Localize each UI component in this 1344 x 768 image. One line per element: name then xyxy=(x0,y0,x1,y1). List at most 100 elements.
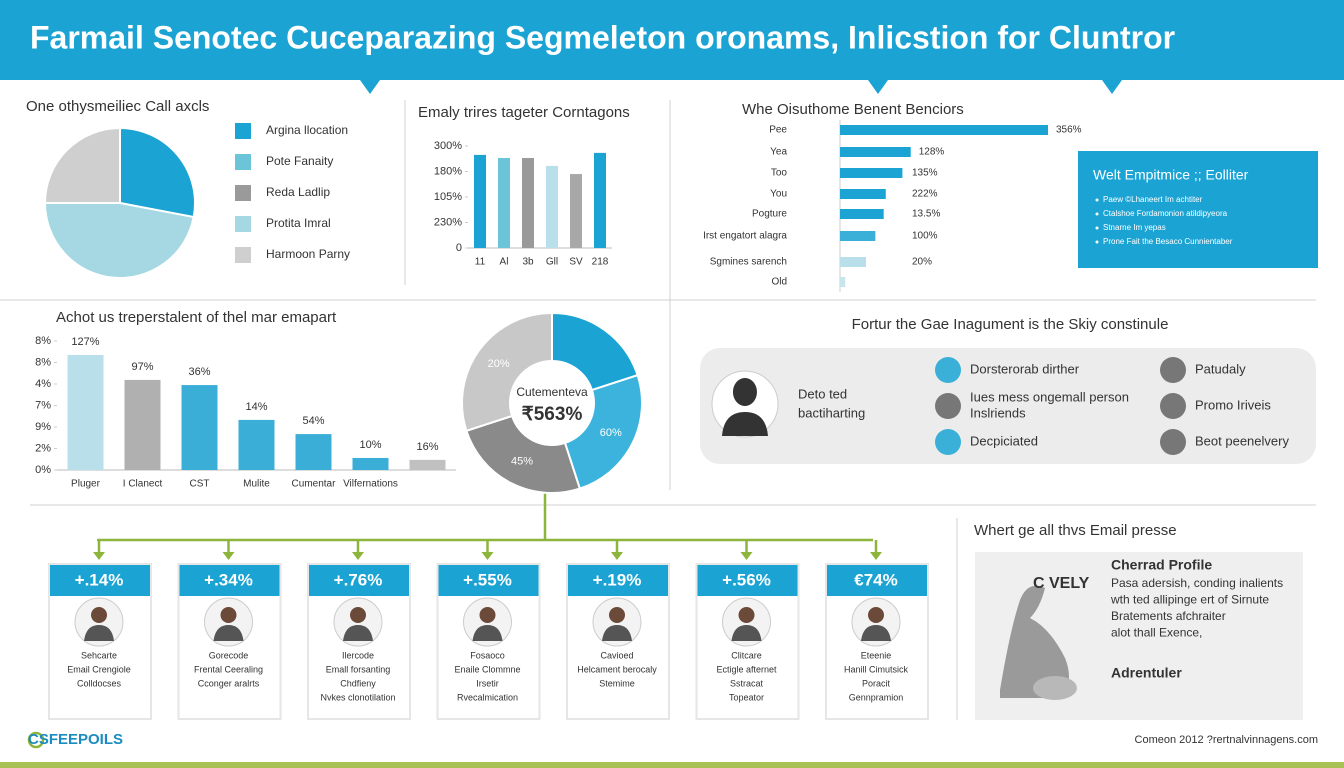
photo-body xyxy=(213,625,244,641)
card-line: Clitcare xyxy=(731,650,762,660)
arrow xyxy=(352,552,364,560)
bar xyxy=(840,125,1048,135)
photo-head xyxy=(738,607,755,623)
profile-logo: C VELY xyxy=(1033,575,1090,592)
x-tick-label: Pluger xyxy=(71,479,101,490)
x-tick-label: Mulite xyxy=(243,479,270,490)
bar xyxy=(498,157,510,248)
photo-body xyxy=(731,625,762,641)
bar-label: 10% xyxy=(359,439,381,451)
legend-label: Pote Fanaity xyxy=(266,154,333,168)
profile-heading: Whert ge all thvs Email presse xyxy=(974,522,1177,539)
slice xyxy=(43,202,195,279)
bar xyxy=(840,189,886,199)
bar xyxy=(546,165,558,248)
center-label: Cutementeva xyxy=(516,385,588,399)
card-value: +.14% xyxy=(75,570,124,589)
card-line: Frental Ceeraling xyxy=(194,664,263,674)
legend-label: Argina llocation xyxy=(266,123,348,137)
profile-body: Bratements afchraiter xyxy=(1111,609,1226,623)
bar xyxy=(181,385,218,470)
photo-body xyxy=(84,625,114,641)
legend-label: Protita Imral xyxy=(266,216,331,230)
y-tick-label: Sgmines sarench xyxy=(710,257,787,268)
profile-body: wth ted allipinge ert of Sirnute xyxy=(1110,593,1269,607)
slice xyxy=(461,311,553,433)
y-tick-label: 9% xyxy=(35,421,51,433)
photo-body xyxy=(343,625,373,641)
card-line: Gorecode xyxy=(209,650,249,660)
avatar xyxy=(722,378,768,436)
y-tick-label: Too xyxy=(771,168,788,179)
side-box-item: Prone Fait the Besaco Cunnientaber xyxy=(1103,237,1233,246)
bar-label: 36% xyxy=(188,366,210,378)
slice-label: 20% xyxy=(488,358,510,370)
card-value: +.56% xyxy=(722,570,771,589)
y-tick-label: 2% xyxy=(35,442,51,454)
footer-logo: CSFEEPOILS xyxy=(28,731,123,748)
side-box-item: Paew ©Lhaneert Im achtiter xyxy=(1103,195,1203,204)
side-box-item: Ctalshoe Fordamonion atildipyeora xyxy=(1103,209,1228,218)
legend-swatch xyxy=(235,216,251,232)
persona-line: Deto ted xyxy=(798,386,847,401)
arrow xyxy=(222,552,235,560)
header-title: Farmail Senotec Cuceparazing Segmeleton … xyxy=(30,19,1175,55)
bar xyxy=(67,354,104,470)
y-tick-label: 4% xyxy=(35,378,51,390)
arrow xyxy=(93,552,105,560)
x-tick-label: Gll xyxy=(546,257,558,268)
legend-label: Reda Ladlip xyxy=(266,185,330,199)
photo-body xyxy=(472,625,503,641)
y-tick-label: Pogture xyxy=(752,209,787,220)
bar-label: 54% xyxy=(302,415,324,427)
arrow xyxy=(870,552,882,560)
profile-body: Pasa adersish, conding inalients xyxy=(1111,576,1283,590)
trait-dot xyxy=(1160,393,1186,419)
bar xyxy=(840,168,903,178)
card-line: Gennpramion xyxy=(849,692,904,702)
persona-line: bactiharting xyxy=(798,405,865,420)
trait-dot xyxy=(935,393,961,419)
trait-dot xyxy=(935,357,961,383)
trait-label: Beot peenelvery xyxy=(1195,433,1289,448)
slice-label: 45% xyxy=(511,456,533,468)
x-tick-label: Cumentar xyxy=(292,479,337,490)
chart-title: Whe Oisuthome Benent Benciors xyxy=(742,101,964,118)
footer-credit: Comeon 2012 ?rertnalvinnagens.com xyxy=(1135,734,1318,746)
bar-label: 356% xyxy=(1056,125,1082,136)
legend-swatch xyxy=(235,123,251,139)
trait-label: Patudaly xyxy=(1195,361,1246,376)
bullet xyxy=(1095,212,1099,216)
card-line: Hanill Cimutsick xyxy=(844,664,909,674)
card-header xyxy=(697,565,798,596)
card-line: Enaile Clommne xyxy=(454,664,520,674)
card-header xyxy=(179,565,280,596)
trait-label: Dorsterorab dirther xyxy=(970,361,1080,376)
photo-head xyxy=(868,607,884,623)
trait-dot xyxy=(1160,429,1186,455)
bar xyxy=(570,174,582,248)
card-line: Sehcarte xyxy=(81,650,117,660)
x-tick-label: 218 xyxy=(592,257,609,268)
bar-label: 97% xyxy=(131,361,153,373)
persona-panel xyxy=(700,348,1316,464)
slice xyxy=(563,373,643,490)
footer-stripe xyxy=(0,762,1344,768)
legend-swatch xyxy=(235,247,251,263)
side-box xyxy=(1078,151,1318,268)
bar-label: 100% xyxy=(912,231,938,242)
slice xyxy=(465,414,582,494)
logo-icon xyxy=(27,731,45,749)
y-tick-label: 0% xyxy=(35,464,51,476)
chart-title: Achot us treperstalent of thel mar emapa… xyxy=(56,309,337,326)
photo-head xyxy=(91,607,107,623)
card-header xyxy=(568,565,668,596)
x-tick-label: Al xyxy=(500,257,509,268)
profile-title: Cherrad Profile xyxy=(1111,557,1212,573)
dividers xyxy=(0,100,1316,720)
side-box-item: Stnarne Im yepas xyxy=(1103,223,1166,232)
card-line: Email Crengiole xyxy=(67,664,131,674)
y-tick-label: 8% xyxy=(35,356,51,368)
card-line: Chdfieny xyxy=(340,678,376,688)
arrow xyxy=(611,552,623,560)
